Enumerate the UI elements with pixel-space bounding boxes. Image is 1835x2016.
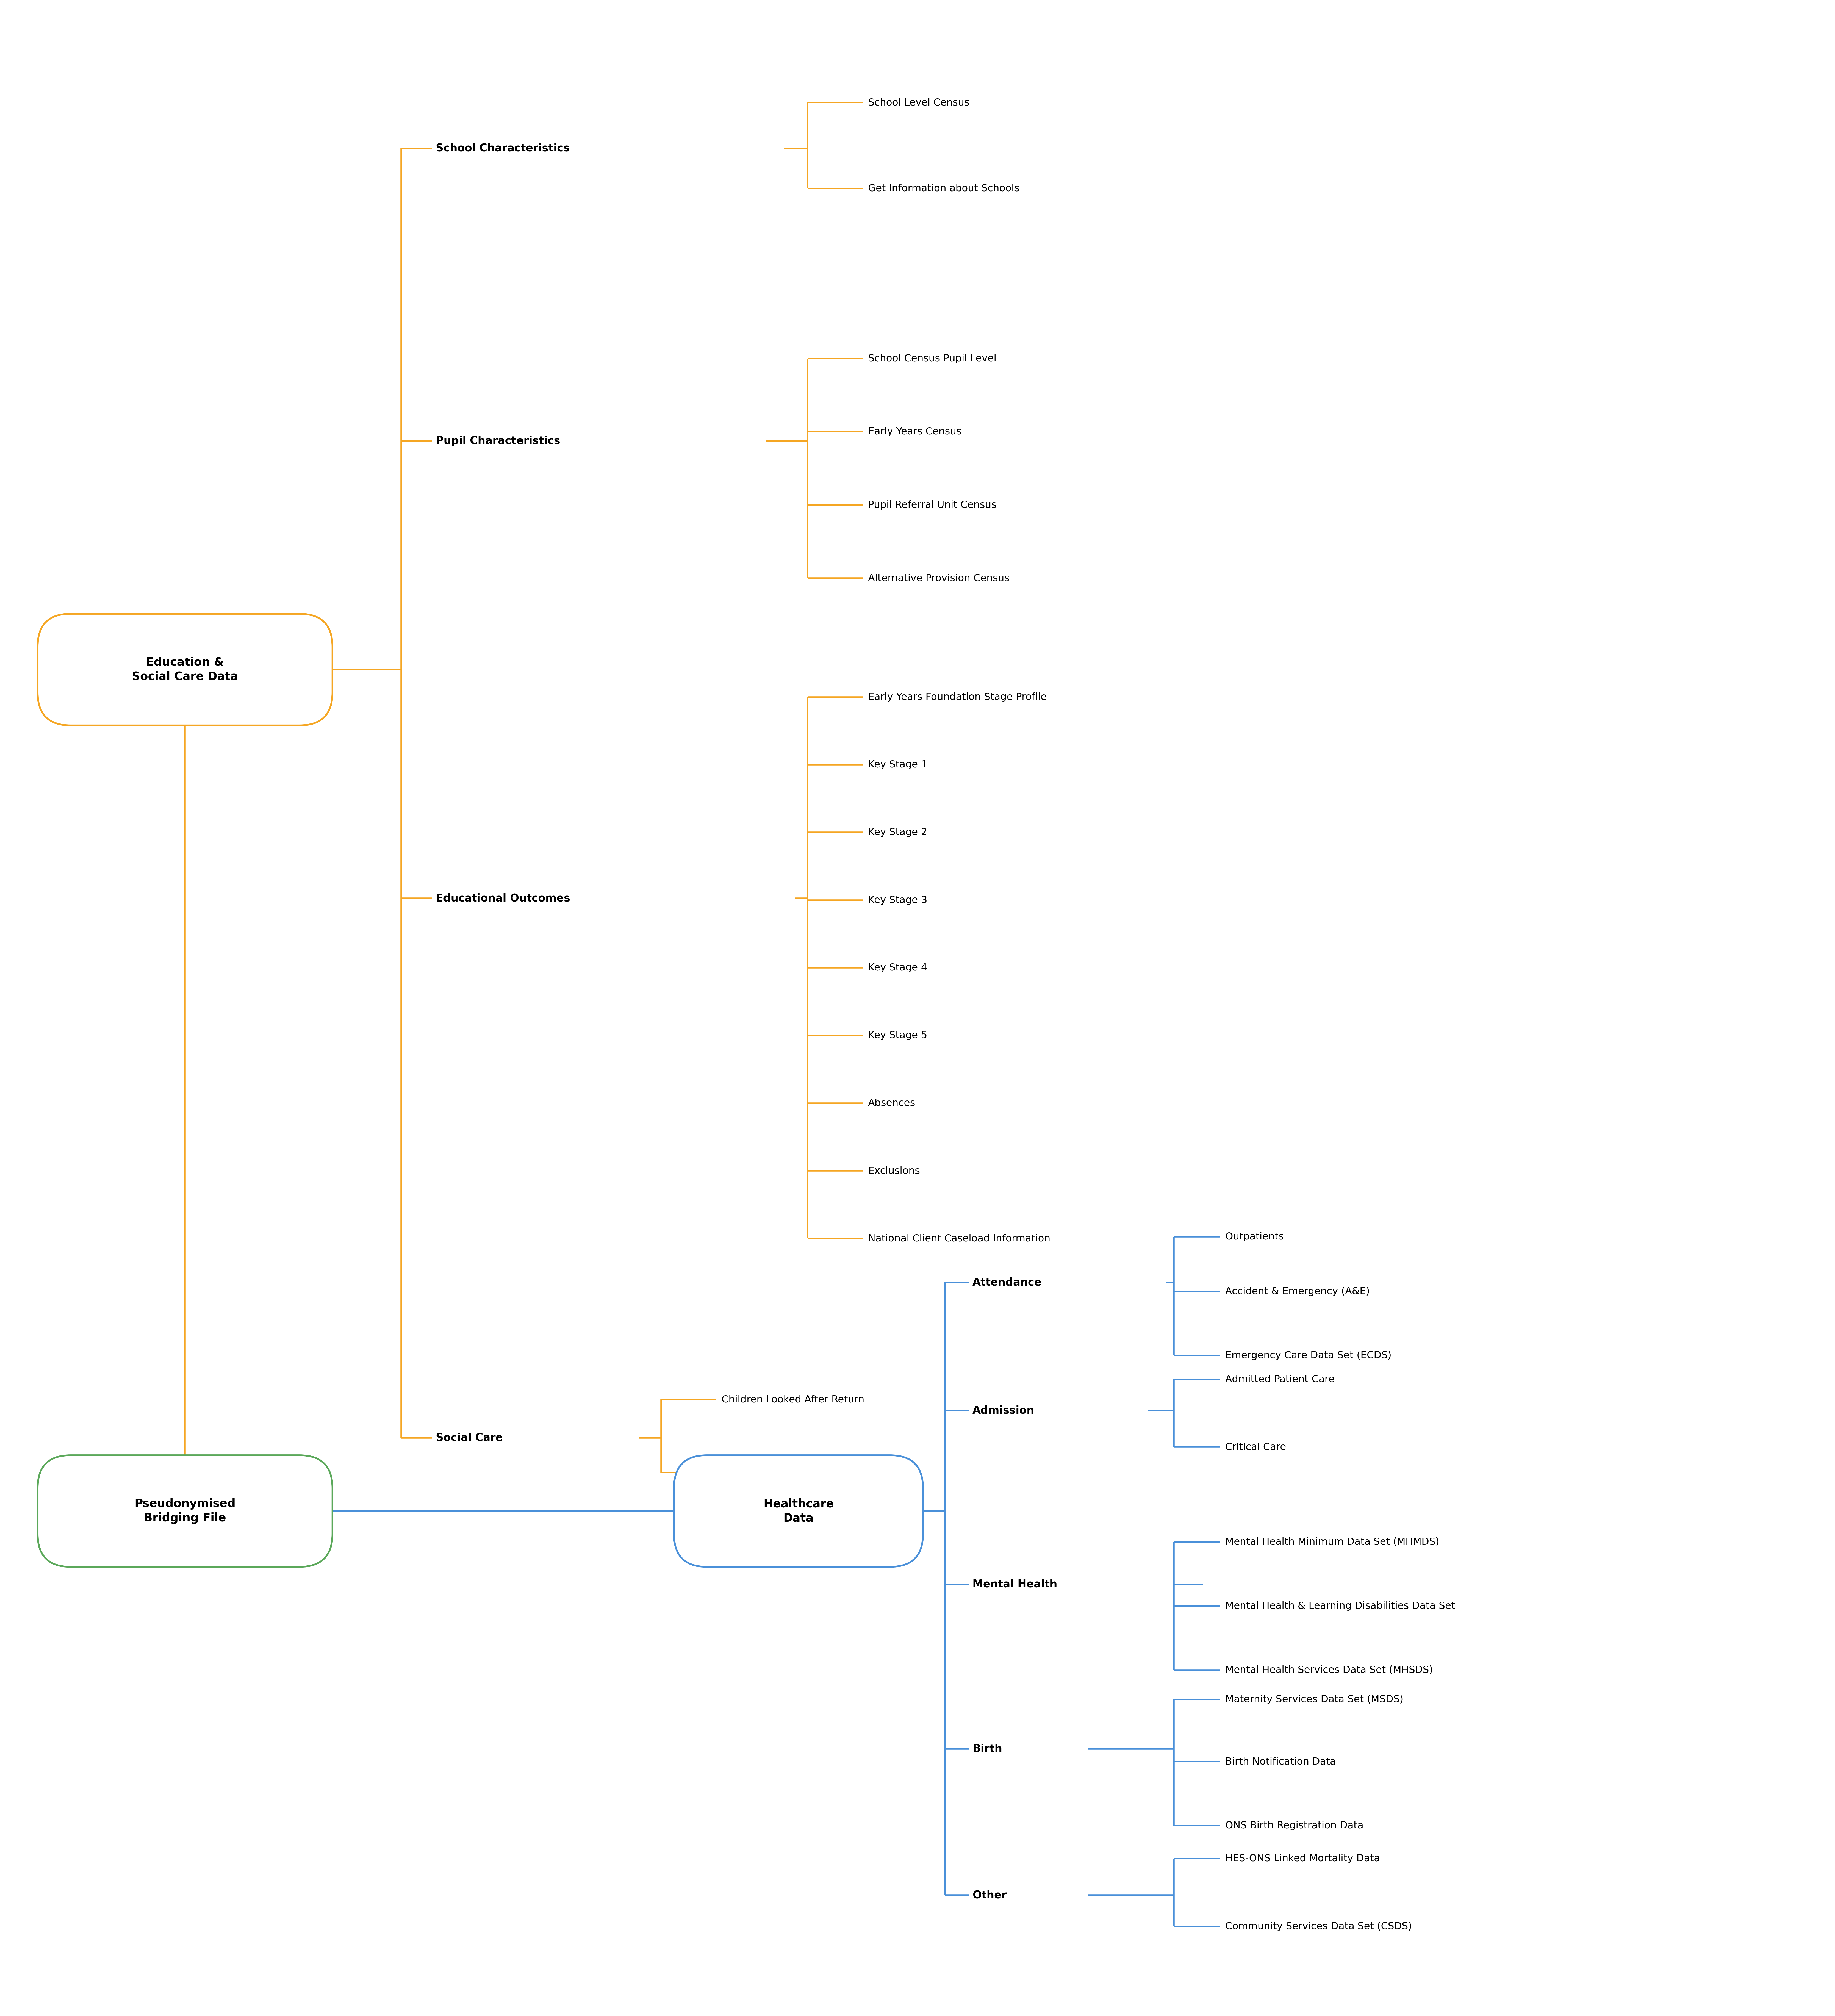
Text: Education &
Social Care Data: Education & Social Care Data xyxy=(132,657,239,683)
Text: Birth Notification Data: Birth Notification Data xyxy=(1226,1758,1336,1766)
Text: National Client Caseload Information: National Client Caseload Information xyxy=(868,1234,1050,1244)
Text: Community Services Data Set (CSDS): Community Services Data Set (CSDS) xyxy=(1226,1921,1411,1931)
Text: Key Stage 3: Key Stage 3 xyxy=(868,895,927,905)
Text: Mental Health: Mental Health xyxy=(973,1579,1057,1589)
Text: Pseudonymised
Bridging File: Pseudonymised Bridging File xyxy=(134,1498,235,1524)
Text: Key Stage 2: Key Stage 2 xyxy=(868,829,927,837)
Text: Absences: Absences xyxy=(868,1099,916,1109)
Text: Accident & Emergency (A&E): Accident & Emergency (A&E) xyxy=(1226,1286,1369,1296)
Text: Pupil Referral Unit Census: Pupil Referral Unit Census xyxy=(868,500,996,510)
Text: Educational Outcomes: Educational Outcomes xyxy=(437,893,571,903)
Text: Social Care: Social Care xyxy=(437,1433,503,1443)
Text: Children Looked After Return: Children Looked After Return xyxy=(721,1395,864,1403)
FancyBboxPatch shape xyxy=(37,1456,332,1566)
Text: Mental Health Services Data Set (MHSDS): Mental Health Services Data Set (MHSDS) xyxy=(1226,1665,1433,1675)
Text: Key Stage 1: Key Stage 1 xyxy=(868,760,927,770)
Text: Healthcare
Data: Healthcare Data xyxy=(763,1498,833,1524)
Text: School Level Census: School Level Census xyxy=(868,99,969,107)
Text: Emergency Care Data Set (ECDS): Emergency Care Data Set (ECDS) xyxy=(1226,1351,1391,1361)
Text: Key Stage 4: Key Stage 4 xyxy=(868,964,927,972)
Text: Attendance: Attendance xyxy=(973,1278,1042,1288)
Text: Outpatients: Outpatients xyxy=(1226,1232,1285,1242)
Text: School Census Pupil Level: School Census Pupil Level xyxy=(868,355,996,363)
Text: Early Years Foundation Stage Profile: Early Years Foundation Stage Profile xyxy=(868,691,1046,702)
Text: Alternative Provision Census: Alternative Provision Census xyxy=(868,573,1009,583)
Text: Mental Health Minimum Data Set (MHMDS): Mental Health Minimum Data Set (MHMDS) xyxy=(1226,1538,1439,1546)
FancyBboxPatch shape xyxy=(673,1456,923,1566)
FancyBboxPatch shape xyxy=(37,613,332,726)
Text: Early Years Census: Early Years Census xyxy=(868,427,962,435)
Text: Child in Need Census: Child in Need Census xyxy=(721,1468,828,1478)
Text: Other: Other xyxy=(973,1889,1007,1901)
Text: Maternity Services Data Set (MSDS): Maternity Services Data Set (MSDS) xyxy=(1226,1695,1404,1704)
Text: Admitted Patient Care: Admitted Patient Care xyxy=(1226,1375,1334,1385)
Text: Mental Health & Learning Disabilities Data Set: Mental Health & Learning Disabilities Da… xyxy=(1226,1601,1455,1611)
Text: Admission: Admission xyxy=(973,1405,1035,1415)
Text: School Characteristics: School Characteristics xyxy=(437,143,571,153)
Text: HES-ONS Linked Mortality Data: HES-ONS Linked Mortality Data xyxy=(1226,1855,1380,1863)
Text: Key Stage 5: Key Stage 5 xyxy=(868,1030,927,1040)
Text: Pupil Characteristics: Pupil Characteristics xyxy=(437,435,560,446)
Text: Critical Care: Critical Care xyxy=(1226,1441,1286,1452)
Text: Birth: Birth xyxy=(973,1744,1002,1754)
Text: ONS Birth Registration Data: ONS Birth Registration Data xyxy=(1226,1820,1363,1831)
Text: Get Information about Schools: Get Information about Schools xyxy=(868,183,1020,194)
Text: Exclusions: Exclusions xyxy=(868,1165,919,1175)
